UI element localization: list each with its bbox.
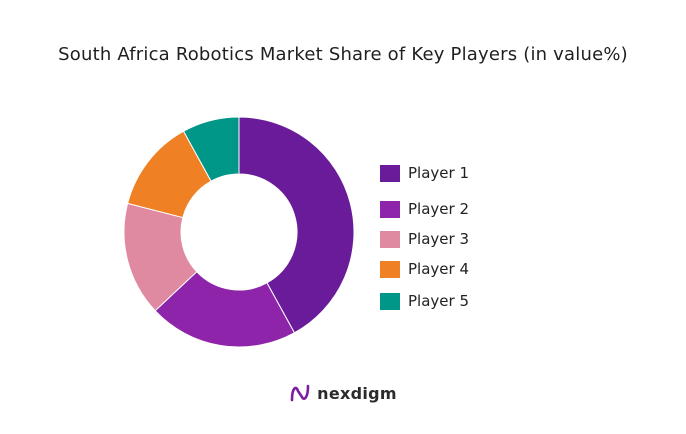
legend-swatch-2 <box>380 200 400 218</box>
legend-item-2: Player 2 <box>380 198 469 220</box>
nexdigm-logo-icon <box>290 384 310 402</box>
legend-swatch-4 <box>380 260 400 278</box>
legend-item-1: Player 1 <box>380 162 469 184</box>
brand-logo: nexdigm <box>0 382 686 404</box>
legend-swatch-5 <box>380 292 400 310</box>
legend-label-3: Player 3 <box>408 230 469 248</box>
legend-label-1: Player 1 <box>408 164 469 182</box>
legend-swatch-3 <box>380 230 400 248</box>
legend-item-4: Player 4 <box>380 258 469 280</box>
legend-label-2: Player 2 <box>408 200 469 218</box>
legend-item-5: Player 5 <box>380 290 469 312</box>
legend-item-3: Player 3 <box>380 228 469 250</box>
legend-label-5: Player 5 <box>408 292 469 310</box>
brand-name: nexdigm <box>317 383 397 403</box>
donut-slice-1 <box>238 116 355 334</box>
chart-title: South Africa Robotics Market Share of Ke… <box>58 44 628 65</box>
legend-swatch-1 <box>380 164 400 182</box>
donut-slice-5 <box>182 116 240 182</box>
legend-label-4: Player 4 <box>408 260 469 278</box>
